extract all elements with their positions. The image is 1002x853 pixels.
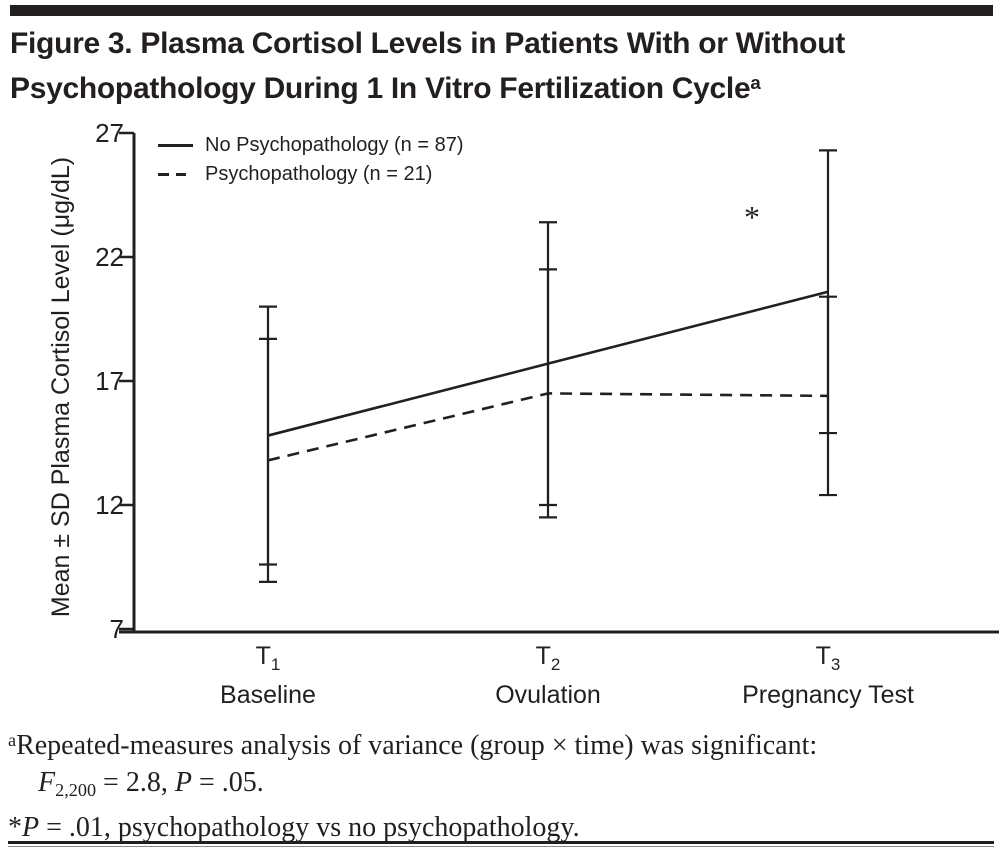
y-tick-label: 22	[95, 242, 124, 272]
series-line-solid	[267, 290, 829, 437]
figure-title-line2: Psychopathology During 1 In Vitro Fertil…	[10, 72, 751, 105]
footnote-star-text: = .01, psychopathology vs no psychopatho…	[39, 812, 580, 843]
y-tick-label: 7	[109, 614, 124, 644]
footnote-star: *P = .01, psychopathology vs no psychopa…	[8, 809, 993, 846]
figure-title-superscript: a	[750, 72, 761, 93]
legend-item-no-psychopathology: No Psychopathology (n = 87)	[158, 131, 464, 160]
footnote-a-marker: a	[8, 730, 17, 750]
significance-asterisk: *	[744, 199, 760, 236]
footnote-a-text: Repeated-measures analysis of variance (…	[16, 730, 818, 761]
stat-f: F	[38, 767, 56, 798]
figure-title: Figure 3. Plasma Cortisol Levels in Pati…	[10, 24, 990, 108]
stat-p: P	[174, 767, 192, 798]
y-tick-label: 17	[95, 366, 124, 396]
figure-title-line1: Figure 3. Plasma Cortisol Levels in Pati…	[10, 27, 845, 60]
legend-item-psychopathology: Psychopathology (n = 21)	[158, 160, 464, 189]
footnote-star-marker: *	[8, 812, 22, 843]
footnote-a-line2: F2,200 = 2.8, P = .05.	[8, 764, 993, 809]
chart-legend: No Psychopathology (n = 87) Psychopathol…	[158, 131, 464, 189]
stat-f-value: = 2.8,	[96, 767, 175, 798]
footnote-star-p: P	[22, 812, 40, 843]
legend-label-psychopathology: Psychopathology (n = 21)	[205, 163, 433, 185]
dashed-line-sample	[158, 173, 193, 176]
stat-f-subscript: 2,200	[55, 780, 97, 800]
x-category-label: T2 Ovulation	[495, 642, 601, 709]
legend-label-no-psychopathology: No Psychopathology (n = 87)	[205, 134, 464, 156]
y-tick-label: 27	[95, 118, 124, 148]
bottom-rule-shadow	[8, 846, 994, 847]
series-line-dashed	[267, 392, 829, 462]
x-category-label: T1 Baseline	[220, 642, 316, 709]
bottom-rule	[8, 841, 994, 844]
x-category-label: T3 Pregnancy Test	[742, 642, 914, 709]
solid-line-sample	[158, 144, 193, 147]
stat-p-value: = .05.	[191, 767, 264, 798]
y-tick-label: 12	[95, 490, 124, 520]
footnotes: aRepeated-measures analysis of variance …	[8, 722, 993, 846]
top-rule	[10, 5, 993, 16]
footnote-a-line1: aRepeated-measures analysis of variance …	[8, 722, 993, 764]
